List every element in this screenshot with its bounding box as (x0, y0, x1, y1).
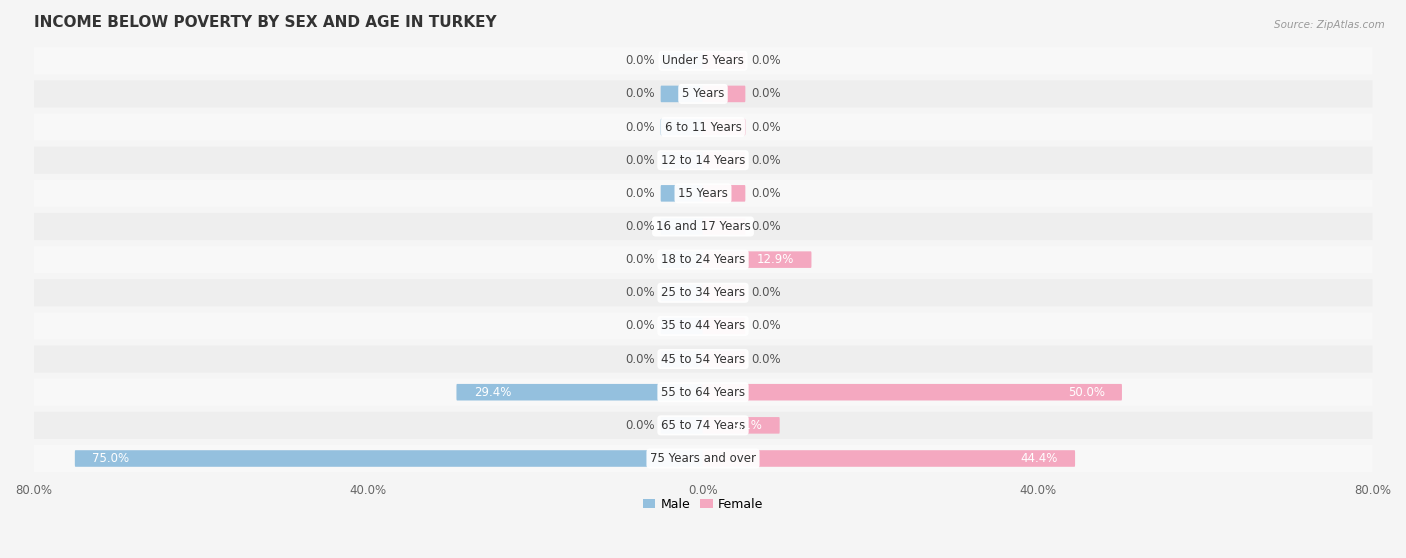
Text: 9.1%: 9.1% (733, 419, 762, 432)
Legend: Male, Female: Male, Female (638, 493, 768, 516)
FancyBboxPatch shape (703, 218, 745, 235)
Text: 5 Years: 5 Years (682, 88, 724, 100)
Text: 0.0%: 0.0% (752, 88, 782, 100)
FancyBboxPatch shape (34, 246, 1372, 273)
FancyBboxPatch shape (34, 47, 1372, 74)
FancyBboxPatch shape (703, 450, 1076, 467)
Text: 55 to 64 Years: 55 to 64 Years (661, 386, 745, 399)
Text: 0.0%: 0.0% (752, 153, 782, 167)
Text: 0.0%: 0.0% (752, 220, 782, 233)
Text: 0.0%: 0.0% (624, 353, 654, 365)
Text: 18 to 24 Years: 18 to 24 Years (661, 253, 745, 266)
FancyBboxPatch shape (34, 113, 1372, 141)
FancyBboxPatch shape (703, 52, 745, 69)
Text: 0.0%: 0.0% (624, 286, 654, 299)
Text: 0.0%: 0.0% (624, 187, 654, 200)
Text: 0.0%: 0.0% (624, 319, 654, 333)
FancyBboxPatch shape (703, 85, 745, 102)
FancyBboxPatch shape (703, 285, 745, 301)
FancyBboxPatch shape (34, 345, 1372, 373)
FancyBboxPatch shape (661, 119, 703, 136)
Text: Under 5 Years: Under 5 Years (662, 54, 744, 68)
FancyBboxPatch shape (703, 152, 745, 169)
FancyBboxPatch shape (34, 147, 1372, 174)
FancyBboxPatch shape (703, 384, 1122, 401)
Text: 45 to 54 Years: 45 to 54 Years (661, 353, 745, 365)
FancyBboxPatch shape (661, 185, 703, 201)
Text: 50.0%: 50.0% (1067, 386, 1105, 399)
FancyBboxPatch shape (457, 384, 703, 401)
Text: 0.0%: 0.0% (624, 121, 654, 133)
FancyBboxPatch shape (34, 80, 1372, 108)
Text: 0.0%: 0.0% (624, 253, 654, 266)
FancyBboxPatch shape (34, 445, 1372, 472)
FancyBboxPatch shape (661, 152, 703, 169)
Text: 44.4%: 44.4% (1021, 452, 1057, 465)
Text: INCOME BELOW POVERTY BY SEX AND AGE IN TURKEY: INCOME BELOW POVERTY BY SEX AND AGE IN T… (34, 15, 496, 30)
Text: 0.0%: 0.0% (624, 54, 654, 68)
FancyBboxPatch shape (34, 379, 1372, 406)
Text: 35 to 44 Years: 35 to 44 Years (661, 319, 745, 333)
Text: 0.0%: 0.0% (624, 153, 654, 167)
FancyBboxPatch shape (703, 185, 745, 201)
Text: 0.0%: 0.0% (752, 121, 782, 133)
Text: 0.0%: 0.0% (752, 54, 782, 68)
Text: 12 to 14 Years: 12 to 14 Years (661, 153, 745, 167)
FancyBboxPatch shape (34, 180, 1372, 207)
FancyBboxPatch shape (661, 351, 703, 367)
Text: 0.0%: 0.0% (624, 88, 654, 100)
FancyBboxPatch shape (703, 351, 745, 367)
FancyBboxPatch shape (703, 417, 780, 434)
FancyBboxPatch shape (661, 52, 703, 69)
Text: 29.4%: 29.4% (474, 386, 510, 399)
FancyBboxPatch shape (75, 450, 703, 467)
Text: 15 Years: 15 Years (678, 187, 728, 200)
FancyBboxPatch shape (34, 279, 1372, 306)
FancyBboxPatch shape (661, 318, 703, 334)
FancyBboxPatch shape (34, 213, 1372, 240)
FancyBboxPatch shape (34, 412, 1372, 439)
FancyBboxPatch shape (703, 119, 745, 136)
FancyBboxPatch shape (661, 218, 703, 235)
Text: 25 to 34 Years: 25 to 34 Years (661, 286, 745, 299)
Text: 0.0%: 0.0% (624, 419, 654, 432)
Text: Source: ZipAtlas.com: Source: ZipAtlas.com (1274, 20, 1385, 30)
Text: 12.9%: 12.9% (756, 253, 794, 266)
Text: 75.0%: 75.0% (91, 452, 129, 465)
FancyBboxPatch shape (703, 251, 811, 268)
FancyBboxPatch shape (661, 285, 703, 301)
FancyBboxPatch shape (661, 417, 703, 434)
Text: 6 to 11 Years: 6 to 11 Years (665, 121, 741, 133)
Text: 75 Years and over: 75 Years and over (650, 452, 756, 465)
Text: 0.0%: 0.0% (752, 187, 782, 200)
FancyBboxPatch shape (34, 312, 1372, 339)
Text: 0.0%: 0.0% (624, 220, 654, 233)
Text: 0.0%: 0.0% (752, 353, 782, 365)
Text: 16 and 17 Years: 16 and 17 Years (655, 220, 751, 233)
Text: 0.0%: 0.0% (752, 286, 782, 299)
FancyBboxPatch shape (661, 251, 703, 268)
Text: 65 to 74 Years: 65 to 74 Years (661, 419, 745, 432)
FancyBboxPatch shape (661, 85, 703, 102)
FancyBboxPatch shape (703, 318, 745, 334)
Text: 0.0%: 0.0% (752, 319, 782, 333)
